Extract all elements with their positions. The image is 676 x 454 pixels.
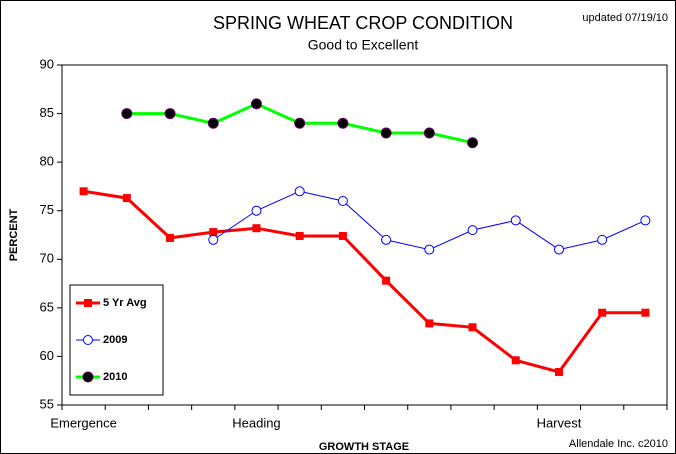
- marker: [294, 186, 305, 197]
- marker: [337, 117, 349, 129]
- marker: [467, 137, 479, 149]
- marker: [380, 127, 392, 139]
- marker: [424, 244, 435, 255]
- marker: [164, 108, 176, 120]
- marker: [83, 335, 93, 345]
- marker: [553, 244, 564, 255]
- marker: [82, 371, 94, 383]
- marker: [209, 228, 218, 237]
- marker: [122, 194, 131, 203]
- y-tick-label: 65: [40, 299, 54, 314]
- marker: [208, 234, 219, 245]
- legend-label: 2010: [103, 371, 127, 383]
- x-tick-label: Harvest: [537, 415, 582, 430]
- marker: [250, 98, 262, 110]
- marker: [121, 108, 133, 120]
- legend-label: 2009: [103, 334, 127, 346]
- marker: [511, 356, 520, 365]
- marker: [382, 276, 391, 285]
- marker: [251, 205, 262, 216]
- source: Allendale Inc. c2010: [569, 438, 668, 450]
- y-tick-label: 60: [40, 348, 54, 363]
- note: updated 07/19/10: [582, 12, 668, 24]
- marker: [294, 117, 306, 129]
- marker: [554, 367, 563, 376]
- marker: [337, 196, 348, 206]
- chart-subtitle: Good to Excellent: [308, 37, 419, 53]
- y-tick-label: 80: [40, 154, 54, 169]
- marker: [381, 234, 392, 245]
- marker: [84, 299, 92, 307]
- marker: [166, 233, 175, 242]
- y-tick-label: 85: [40, 105, 54, 120]
- marker: [598, 308, 607, 317]
- y-tick-label: 55: [40, 396, 54, 411]
- marker: [425, 319, 434, 328]
- marker: [79, 187, 88, 196]
- marker: [597, 234, 608, 245]
- marker: [338, 231, 347, 240]
- marker: [467, 225, 478, 236]
- marker: [641, 308, 650, 317]
- x-tick-label: Heading: [232, 415, 280, 430]
- x-tick-label: Emergence: [50, 415, 116, 430]
- legend-label: 5 Yr Avg: [103, 297, 147, 309]
- marker: [252, 224, 261, 233]
- marker: [640, 215, 651, 226]
- y-axis-label: PERCENT: [8, 208, 20, 261]
- y-tick-label: 90: [40, 56, 54, 71]
- marker: [207, 117, 219, 129]
- chart-title: SPRING WHEAT CROP CONDITION: [213, 13, 513, 33]
- x-axis-label: GROWTH STAGE: [319, 441, 409, 453]
- y-tick-label: 75: [40, 202, 54, 217]
- y-tick-label: 70: [40, 251, 54, 266]
- marker: [510, 215, 521, 226]
- marker: [423, 127, 435, 139]
- marker: [295, 231, 304, 240]
- marker: [468, 323, 477, 332]
- series-line: [83, 189, 646, 374]
